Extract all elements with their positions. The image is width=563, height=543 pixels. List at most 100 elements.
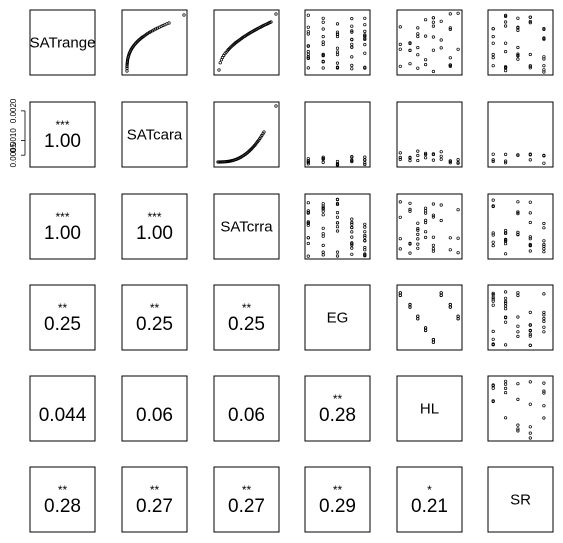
data-point xyxy=(409,252,412,255)
data-point xyxy=(492,241,495,244)
data-point xyxy=(322,254,325,257)
data-point xyxy=(517,291,520,294)
data-point xyxy=(409,159,412,162)
data-point xyxy=(492,244,495,247)
data-point xyxy=(351,17,354,20)
data-point xyxy=(183,14,186,17)
data-point xyxy=(322,227,325,230)
data-point xyxy=(543,382,546,385)
significance-stars: * xyxy=(427,483,432,497)
data-point xyxy=(529,403,532,406)
data-point xyxy=(504,387,507,390)
panel-0-4 xyxy=(397,10,462,75)
data-point xyxy=(424,207,427,210)
data-point xyxy=(492,330,495,333)
data-point xyxy=(322,35,325,38)
data-point xyxy=(457,48,460,51)
data-point xyxy=(492,304,495,307)
correlation-value: 0.21 xyxy=(411,496,448,517)
data-point xyxy=(322,251,325,254)
data-point xyxy=(364,17,367,20)
panels: SATrange***1.00 SATcara***1.00***1.00 SATc… xyxy=(30,10,553,532)
data-point xyxy=(322,43,325,46)
data-point xyxy=(275,13,278,16)
data-point xyxy=(517,294,520,297)
panel-frame xyxy=(488,376,553,441)
data-point xyxy=(457,251,460,254)
panel-3-1: **0.25 xyxy=(122,285,187,350)
panel-1-2 xyxy=(214,102,279,167)
data-point xyxy=(417,222,420,225)
variable-label: EG xyxy=(327,310,349,327)
panel-3-5 xyxy=(488,285,553,350)
data-point xyxy=(409,62,412,64)
significance-stars: ** xyxy=(242,483,252,497)
data-point xyxy=(504,162,507,165)
data-point xyxy=(517,424,520,427)
data-point xyxy=(440,47,443,50)
data-point xyxy=(529,221,532,224)
data-point xyxy=(543,240,546,243)
data-point xyxy=(504,383,507,386)
variable-label: SR xyxy=(510,492,531,509)
panel-1-1: SATcara xyxy=(122,102,187,167)
data-point xyxy=(322,67,325,70)
variable-label: SATcara xyxy=(127,127,183,144)
panel-frame xyxy=(214,102,279,167)
data-point xyxy=(322,17,325,20)
data-point xyxy=(543,404,546,407)
data-point xyxy=(543,248,546,251)
data-point xyxy=(322,161,325,164)
data-point xyxy=(322,235,325,238)
panel-frame xyxy=(397,194,462,259)
data-point xyxy=(492,42,495,45)
data-point xyxy=(543,227,546,230)
data-point xyxy=(432,159,435,162)
data-point xyxy=(457,315,460,318)
significance-stars: *** xyxy=(55,210,69,224)
data-point xyxy=(517,201,520,204)
significance-stars: ** xyxy=(333,392,343,406)
data-point xyxy=(417,238,420,241)
correlation-value: 1.00 xyxy=(44,131,81,152)
y-tick-label: 0.0010 xyxy=(9,128,18,153)
data-point xyxy=(399,248,402,251)
data-point xyxy=(440,219,443,222)
data-point xyxy=(543,222,546,225)
panel-1-3 xyxy=(305,102,370,167)
panel-1-4 xyxy=(397,102,462,167)
data-point xyxy=(399,152,402,155)
significance-stars: ** xyxy=(58,483,68,497)
data-point xyxy=(432,21,435,24)
data-point xyxy=(351,253,354,256)
data-point xyxy=(529,426,532,429)
data-point xyxy=(440,292,443,295)
correlation-value: 0.06 xyxy=(228,405,265,426)
data-point xyxy=(424,230,427,233)
data-point xyxy=(218,69,221,72)
data-point xyxy=(504,305,507,308)
data-point xyxy=(432,236,435,239)
panel-frame xyxy=(214,10,279,75)
panel-0-5 xyxy=(488,10,553,75)
data-point xyxy=(351,43,354,46)
data-point xyxy=(364,23,367,26)
correlation-value: 1.00 xyxy=(136,223,173,244)
data-point xyxy=(307,53,310,56)
data-point xyxy=(457,237,460,240)
significance-stars: *** xyxy=(55,118,69,132)
data-point xyxy=(417,154,420,157)
variable-label: SATcrra xyxy=(220,219,273,236)
data-point xyxy=(517,29,520,32)
data-point xyxy=(307,201,310,204)
data-point xyxy=(492,387,495,390)
panel-3-3: EG xyxy=(305,285,370,350)
data-point xyxy=(424,58,427,61)
data-point xyxy=(399,237,402,240)
panel-4-0: 0.044 xyxy=(30,376,95,441)
data-point xyxy=(543,64,546,67)
panel-frame xyxy=(397,10,462,75)
data-point xyxy=(307,14,310,17)
data-point xyxy=(364,43,367,46)
